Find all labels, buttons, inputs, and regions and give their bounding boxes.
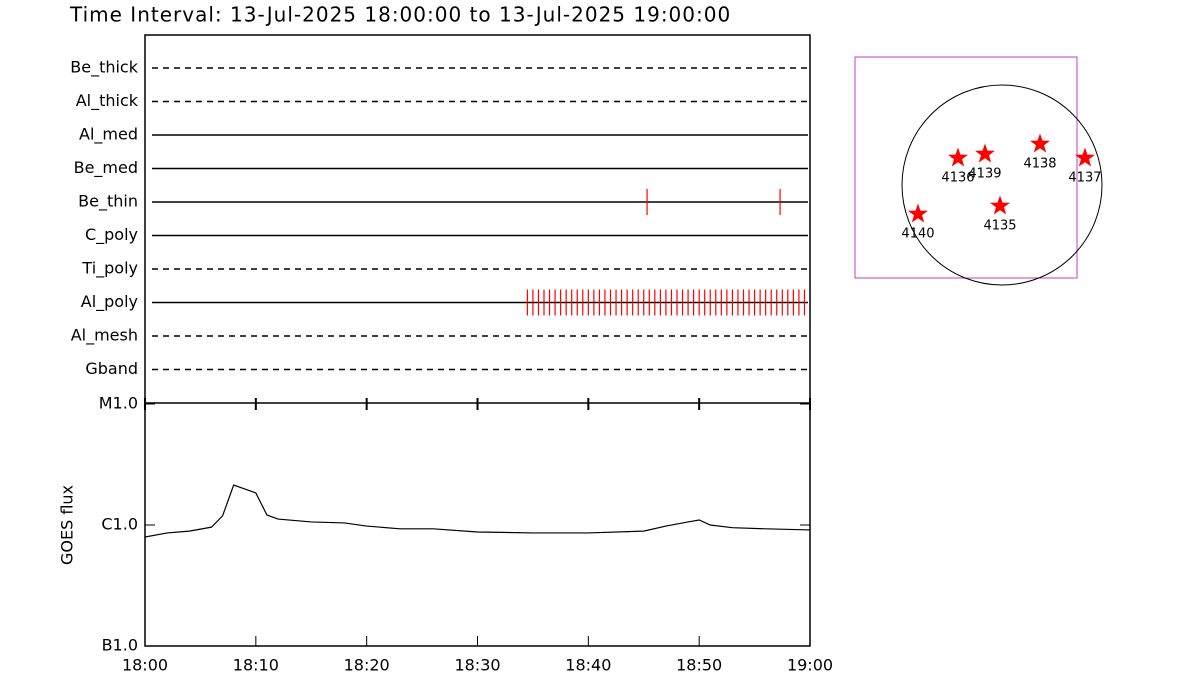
y-tick-label: B1.0 (102, 636, 138, 655)
filter-label: Ti_poly (81, 259, 138, 279)
filter-label: C_poly (85, 225, 138, 245)
x-tick-label: 18:40 (565, 656, 611, 675)
solar-disk (901, 84, 1103, 286)
y-tick-label: M1.0 (99, 394, 138, 413)
plot-frame (144, 34, 811, 647)
region-label: 4136 (941, 171, 974, 186)
filter-label: Al_poly (81, 292, 138, 312)
goes-curve (144, 484, 811, 538)
filter-label: Be_med (74, 158, 138, 178)
region-label: 4139 (968, 166, 1001, 181)
region-label: 4138 (1023, 157, 1056, 172)
filter-label: Be_thick (70, 58, 138, 78)
region-label: 4135 (983, 218, 1016, 233)
filter-label: Al_med (79, 125, 138, 145)
x-tick-label: 18:20 (344, 656, 390, 675)
x-tick-label: 18:00 (122, 656, 168, 675)
region-star (948, 147, 968, 167)
region-label: 4140 (901, 226, 934, 241)
x-tick-label: 18:30 (454, 656, 500, 675)
region-star (990, 195, 1010, 215)
y-axis-label: GOES flux (58, 485, 77, 565)
region-star (975, 143, 995, 163)
filter-label: Be_thin (78, 192, 138, 212)
x-tick-label: 18:10 (233, 656, 279, 675)
region-star (1030, 133, 1050, 153)
filter-label: Gband (85, 359, 138, 378)
x-tick-label: 18:50 (676, 656, 722, 675)
region-label: 4137 (1068, 171, 1101, 186)
chart-title: Time Interval: 13-Jul-2025 18:00:00 to 1… (69, 3, 731, 27)
region-star (908, 203, 928, 223)
filter-label: Al_mesh (71, 326, 138, 346)
region-star (1075, 147, 1095, 167)
x-tick-label: 19:00 (787, 656, 833, 675)
filter-label: Al_thick (76, 91, 139, 111)
y-tick-label: C1.0 (101, 515, 138, 534)
